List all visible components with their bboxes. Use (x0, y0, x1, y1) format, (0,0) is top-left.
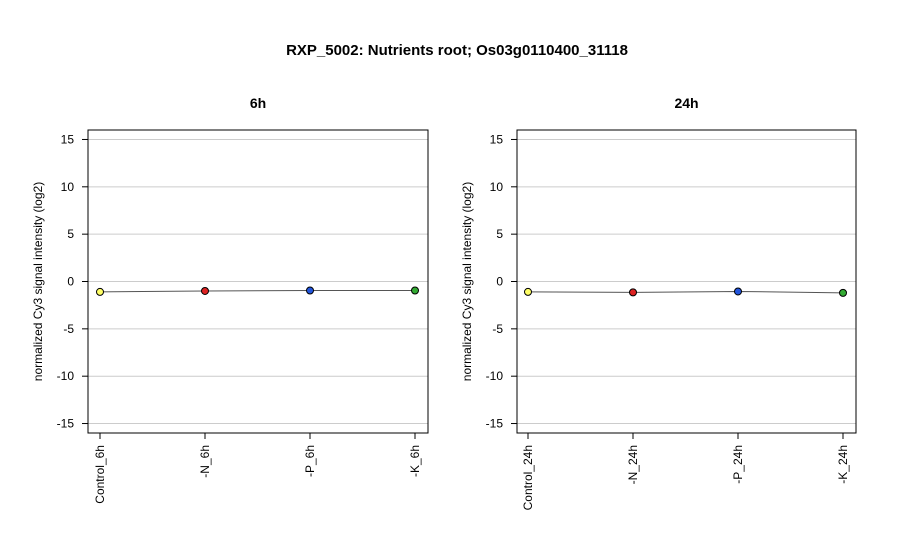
series-line (99, 289, 415, 293)
y-tick-label: 10 (61, 180, 75, 194)
y-tick-label: 15 (61, 132, 75, 146)
data-point (96, 287, 104, 296)
y-tick-label: -10 (57, 369, 75, 383)
x-tick-label: -P_6h (303, 445, 317, 477)
x-tick-label: Control_24h (521, 445, 535, 510)
panel-title: 24h (674, 95, 698, 111)
series-line (527, 290, 844, 294)
y-tick-label: 5 (67, 227, 74, 241)
data-point (839, 288, 847, 297)
y-tick-label: -15 (57, 417, 75, 431)
data-point (524, 287, 532, 296)
x-tick-label: -K_24h (836, 445, 850, 484)
x-tick-label: -N_6h (198, 445, 212, 478)
y-tick-label: -5 (63, 322, 74, 336)
panel-title: 6h (250, 95, 266, 111)
y-axis-label: normalized Cy3 signal intensity (log2) (460, 182, 474, 381)
figure-title: RXP_5002: Nutrients root; Os03g0110400_3… (286, 42, 628, 59)
y-tick-label: 0 (67, 275, 74, 289)
data-point (734, 287, 742, 296)
y-axis-label: normalized Cy3 signal intensity (log2) (31, 182, 45, 381)
data-point (629, 288, 637, 297)
panel-24h: 24h -15 -10 -5 0 5 10 15 normalized Cy3 signal i… (460, 95, 857, 510)
y-tick-label: 0 (496, 275, 503, 289)
y-tick-label: -10 (486, 369, 504, 383)
x-tick-label: -P_24h (731, 445, 745, 484)
y-tick-label: 10 (490, 180, 504, 194)
x-tick-label: Control_6h (93, 445, 107, 504)
panel-6h: 6h -15 -10 -5 0 5 10 15 normalized Cy3 signal in… (31, 95, 429, 504)
data-point (201, 286, 209, 295)
data-point (306, 286, 314, 295)
y-tick-label: -15 (486, 417, 504, 431)
x-tick-label: -N_24h (626, 445, 640, 484)
data-point (411, 286, 419, 295)
y-tick-label: 15 (490, 132, 504, 146)
y-tick-label: -5 (492, 322, 503, 336)
y-tick-label: 5 (496, 227, 503, 241)
x-tick-label: -K_6h (408, 445, 422, 477)
